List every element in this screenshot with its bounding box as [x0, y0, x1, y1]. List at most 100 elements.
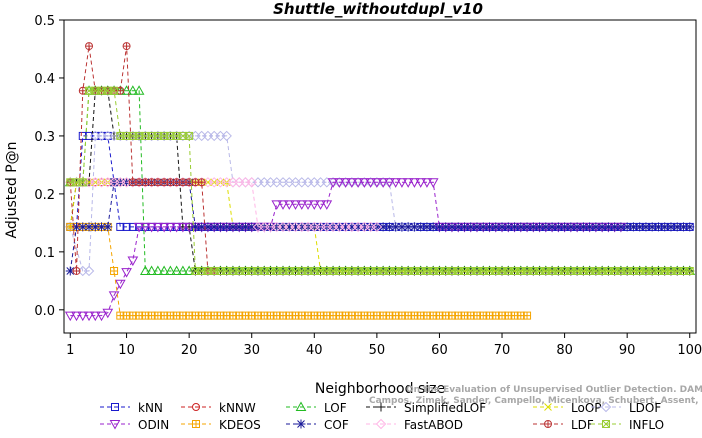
marker-triangle: [127, 85, 139, 95]
marker-triangle-down: [102, 308, 114, 319]
marker-box-cross: [110, 267, 118, 275]
legend-label: SimplifiedLOF: [404, 401, 486, 415]
legend-item-LoOP: LoOP: [533, 401, 602, 415]
marker-star: [103, 222, 113, 232]
marker-star: [434, 222, 444, 232]
y-tick-label: 0.2: [34, 188, 55, 203]
legend-label: LDOF: [629, 401, 661, 415]
marker-square-x: [185, 131, 194, 140]
x-tick-label: 100: [677, 343, 702, 358]
legend-label: LoOP: [571, 401, 602, 415]
marker-star: [522, 222, 532, 232]
marker-square-x-cross: [110, 86, 118, 95]
marker-star: [566, 222, 576, 232]
marker-triangle-down: [283, 200, 295, 210]
series-line: [70, 181, 377, 228]
series-line: [69, 135, 415, 272]
series-line: [70, 181, 621, 317]
marker-square-x: [435, 266, 444, 275]
y-tick-label: 0.0: [34, 304, 55, 319]
marker-square-x: [685, 266, 694, 275]
marker-star: [416, 222, 426, 232]
marker-square-x: [585, 266, 594, 275]
marker-star: [516, 222, 526, 232]
marker-square-x: [322, 266, 331, 275]
marker-star: [635, 222, 645, 232]
marker-circle-plus-cross: [198, 178, 206, 186]
marker-triangle-down: [158, 222, 170, 233]
marker-triangle-down: [333, 178, 345, 188]
marker-square-x: [416, 266, 425, 275]
y-tick-label: 0.4: [34, 72, 55, 87]
marker-star: [384, 222, 394, 232]
marker-star: [616, 222, 626, 232]
marker-triangle-down: [315, 200, 326, 210]
marker-triangle-down: [152, 222, 164, 233]
marker-square-x: [404, 266, 413, 275]
marker-star: [190, 222, 200, 232]
marker-square-x: [166, 131, 175, 140]
x-tick-label: 1: [66, 343, 74, 358]
marker-star: [653, 222, 663, 232]
marker-square-x: [379, 266, 388, 275]
legend-item-kNN: kNN: [100, 401, 163, 415]
marker-triangle-down: [277, 200, 289, 210]
marker-square-x: [260, 266, 269, 275]
marker-square-x: [172, 131, 181, 140]
series-INFLO: [66, 86, 694, 275]
legend-label: FastABOD: [404, 418, 463, 432]
marker-triangle-down: [396, 178, 408, 188]
marker-star: [222, 222, 232, 232]
marker-star: [428, 222, 438, 232]
marker-star: [578, 222, 588, 232]
marker-triangle: [165, 265, 176, 275]
marker-square-x: [66, 178, 75, 187]
marker-square-x: [654, 266, 663, 275]
marker-triangle-down: [409, 178, 420, 188]
marker-circle-plus-cross: [85, 42, 93, 50]
marker-square-x: [153, 131, 162, 140]
marker-triangle-down: [365, 178, 376, 188]
marker-triangle: [133, 85, 145, 95]
marker-square-x: [91, 86, 100, 95]
marker-square-x: [472, 266, 481, 275]
marker-square-x: [78, 178, 87, 187]
marker-star: [209, 222, 219, 232]
marker-star: [391, 222, 401, 232]
marker-star: [541, 222, 551, 232]
marker-triangle-down: [340, 178, 351, 188]
marker-square-x-cross: [602, 420, 610, 428]
marker-star: [610, 222, 620, 232]
marker-square-x: [623, 266, 632, 275]
marker-square-x: [347, 266, 356, 275]
marker-square-x: [466, 266, 475, 275]
marker-star: [72, 222, 82, 232]
marker-square-x: [410, 266, 419, 275]
marker-star: [97, 222, 107, 232]
marker-star: [297, 222, 307, 232]
marker-square-x: [641, 266, 650, 275]
x-tick-label: 70: [494, 343, 511, 358]
marker-triangle-down: [77, 311, 89, 322]
x-tick-label: 30: [243, 343, 260, 358]
marker-triangle-down: [64, 311, 76, 322]
marker-square-x: [454, 266, 463, 275]
marker-square-x: [285, 266, 294, 275]
marker-square-x: [548, 266, 557, 275]
marker-square-x: [197, 266, 206, 275]
marker-square-x: [210, 266, 219, 275]
marker-star: [78, 222, 88, 232]
series-ODIN: [64, 178, 627, 322]
marker-triangle-down: [352, 178, 364, 188]
marker-triangle-down: [171, 222, 182, 233]
marker-square-x: [610, 266, 619, 275]
marker-square-x: [573, 266, 582, 275]
marker-star: [478, 222, 488, 232]
y-axis-label: Adjusted P@n: [4, 141, 20, 238]
x-tick-label: 40: [306, 343, 323, 358]
marker-diamond: [600, 401, 612, 413]
marker-star: [90, 222, 100, 232]
marker-square-x: [141, 131, 150, 140]
marker-square-x: [523, 266, 532, 275]
marker-square-x: [116, 131, 125, 140]
